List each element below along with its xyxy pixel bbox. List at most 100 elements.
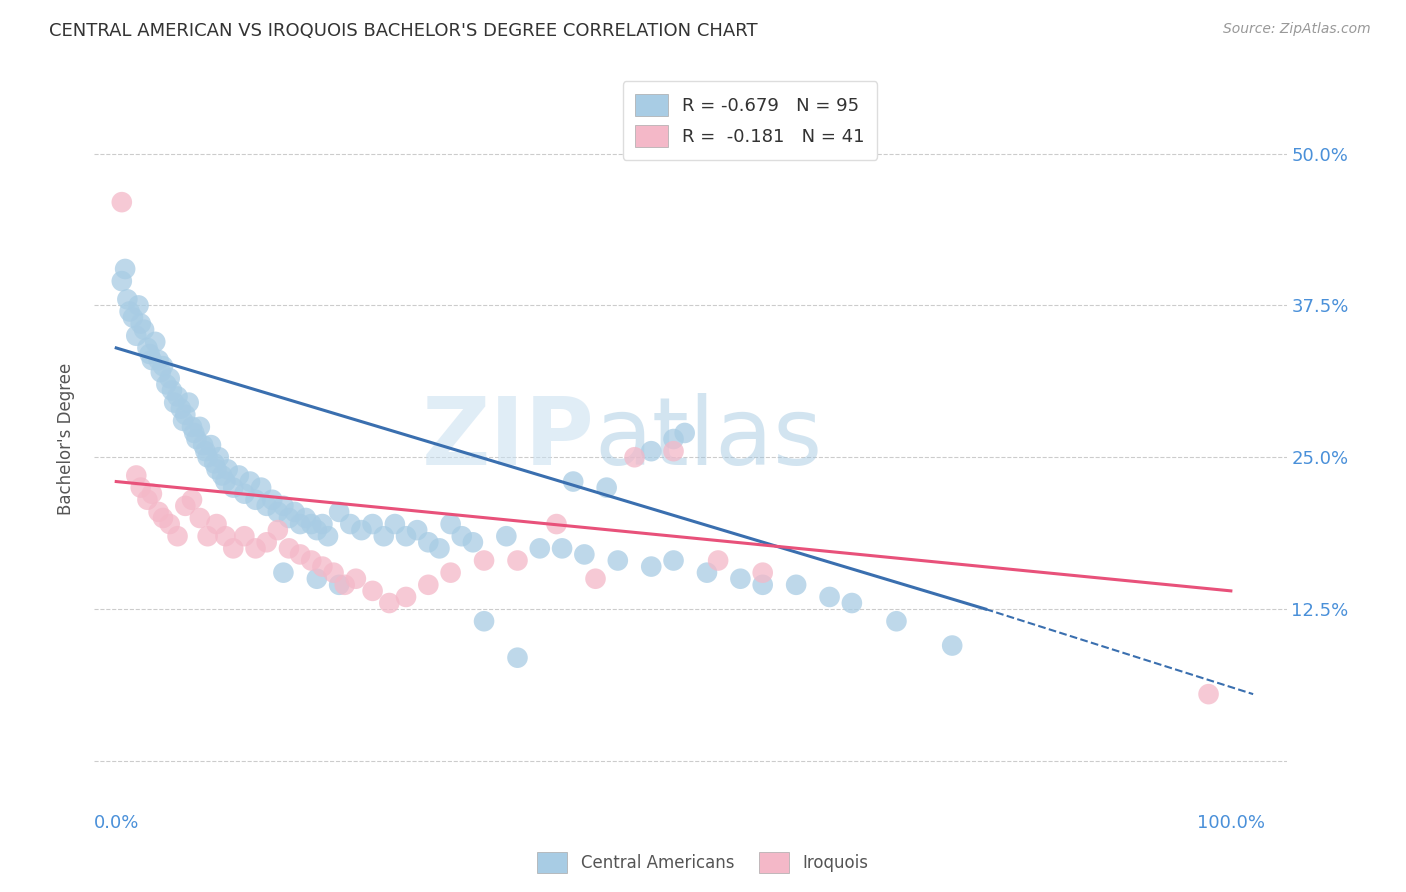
Text: Source: ZipAtlas.com: Source: ZipAtlas.com xyxy=(1223,22,1371,37)
Point xyxy=(361,583,384,598)
Point xyxy=(623,450,645,465)
Point xyxy=(132,323,155,337)
Point xyxy=(191,438,214,452)
Point xyxy=(214,529,236,543)
Point xyxy=(122,310,145,325)
Point xyxy=(886,614,908,628)
Point xyxy=(205,462,228,476)
Point xyxy=(117,293,139,307)
Point xyxy=(429,541,451,556)
Point xyxy=(152,511,174,525)
Point xyxy=(149,365,172,379)
Point xyxy=(278,511,301,525)
Point xyxy=(495,529,517,543)
Point xyxy=(111,195,134,210)
Point xyxy=(136,341,159,355)
Point xyxy=(188,420,211,434)
Point xyxy=(152,359,174,373)
Point xyxy=(273,566,295,580)
Point xyxy=(278,541,301,556)
Point xyxy=(159,517,181,532)
Point xyxy=(233,486,256,500)
Point xyxy=(472,553,495,567)
Point xyxy=(288,517,311,532)
Point xyxy=(125,468,148,483)
Point xyxy=(129,317,152,331)
Point xyxy=(250,481,273,495)
Point xyxy=(506,650,529,665)
Point xyxy=(311,517,333,532)
Point xyxy=(662,553,685,567)
Point xyxy=(118,304,141,318)
Point xyxy=(155,377,177,392)
Point xyxy=(299,553,322,567)
Point xyxy=(640,559,662,574)
Point xyxy=(228,468,250,483)
Point xyxy=(222,541,245,556)
Point xyxy=(606,553,628,567)
Point xyxy=(166,529,188,543)
Point xyxy=(129,481,152,495)
Legend: R = -0.679   N = 95, R =  -0.181   N = 41: R = -0.679 N = 95, R = -0.181 N = 41 xyxy=(623,81,877,160)
Point xyxy=(138,347,160,361)
Point xyxy=(305,572,328,586)
Point xyxy=(181,492,204,507)
Point xyxy=(111,274,134,288)
Point xyxy=(418,578,440,592)
Point xyxy=(256,535,278,549)
Point xyxy=(350,523,373,537)
Y-axis label: Bachelor's Degree: Bachelor's Degree xyxy=(58,363,75,516)
Point xyxy=(163,395,186,409)
Point xyxy=(211,468,233,483)
Point xyxy=(188,511,211,525)
Point xyxy=(439,517,461,532)
Point xyxy=(208,450,231,465)
Point xyxy=(148,353,170,368)
Point xyxy=(361,517,384,532)
Text: CENTRAL AMERICAN VS IROQUOIS BACHELOR'S DEGREE CORRELATION CHART: CENTRAL AMERICAN VS IROQUOIS BACHELOR'S … xyxy=(49,22,758,40)
Point xyxy=(114,262,136,277)
Point xyxy=(941,639,963,653)
Point xyxy=(200,438,222,452)
Point xyxy=(751,566,773,580)
Point xyxy=(141,353,163,368)
Point xyxy=(818,590,841,604)
Point xyxy=(395,590,418,604)
Point xyxy=(707,553,730,567)
Point xyxy=(461,535,484,549)
Point xyxy=(174,408,197,422)
Point xyxy=(177,395,200,409)
Point xyxy=(202,456,225,470)
Point xyxy=(529,541,551,556)
Point xyxy=(785,578,807,592)
Point xyxy=(245,492,267,507)
Point xyxy=(574,548,596,562)
Point xyxy=(316,529,339,543)
Point xyxy=(174,499,197,513)
Point xyxy=(294,511,316,525)
Point xyxy=(551,541,574,556)
Point xyxy=(148,505,170,519)
Point xyxy=(288,548,311,562)
Point xyxy=(328,578,350,592)
Point xyxy=(585,572,607,586)
Point xyxy=(214,475,236,489)
Point xyxy=(311,559,333,574)
Point xyxy=(273,499,295,513)
Legend: Central Americans, Iroquois: Central Americans, Iroquois xyxy=(530,846,876,880)
Point xyxy=(595,481,617,495)
Point xyxy=(267,505,290,519)
Point xyxy=(662,444,685,458)
Point xyxy=(183,425,205,440)
Point xyxy=(640,444,662,458)
Point xyxy=(217,462,239,476)
Point xyxy=(170,401,193,416)
Point xyxy=(328,505,350,519)
Point xyxy=(284,505,307,519)
Point xyxy=(205,517,228,532)
Point xyxy=(450,529,472,543)
Point xyxy=(166,390,188,404)
Point xyxy=(128,298,150,312)
Point xyxy=(233,529,256,543)
Point xyxy=(339,517,361,532)
